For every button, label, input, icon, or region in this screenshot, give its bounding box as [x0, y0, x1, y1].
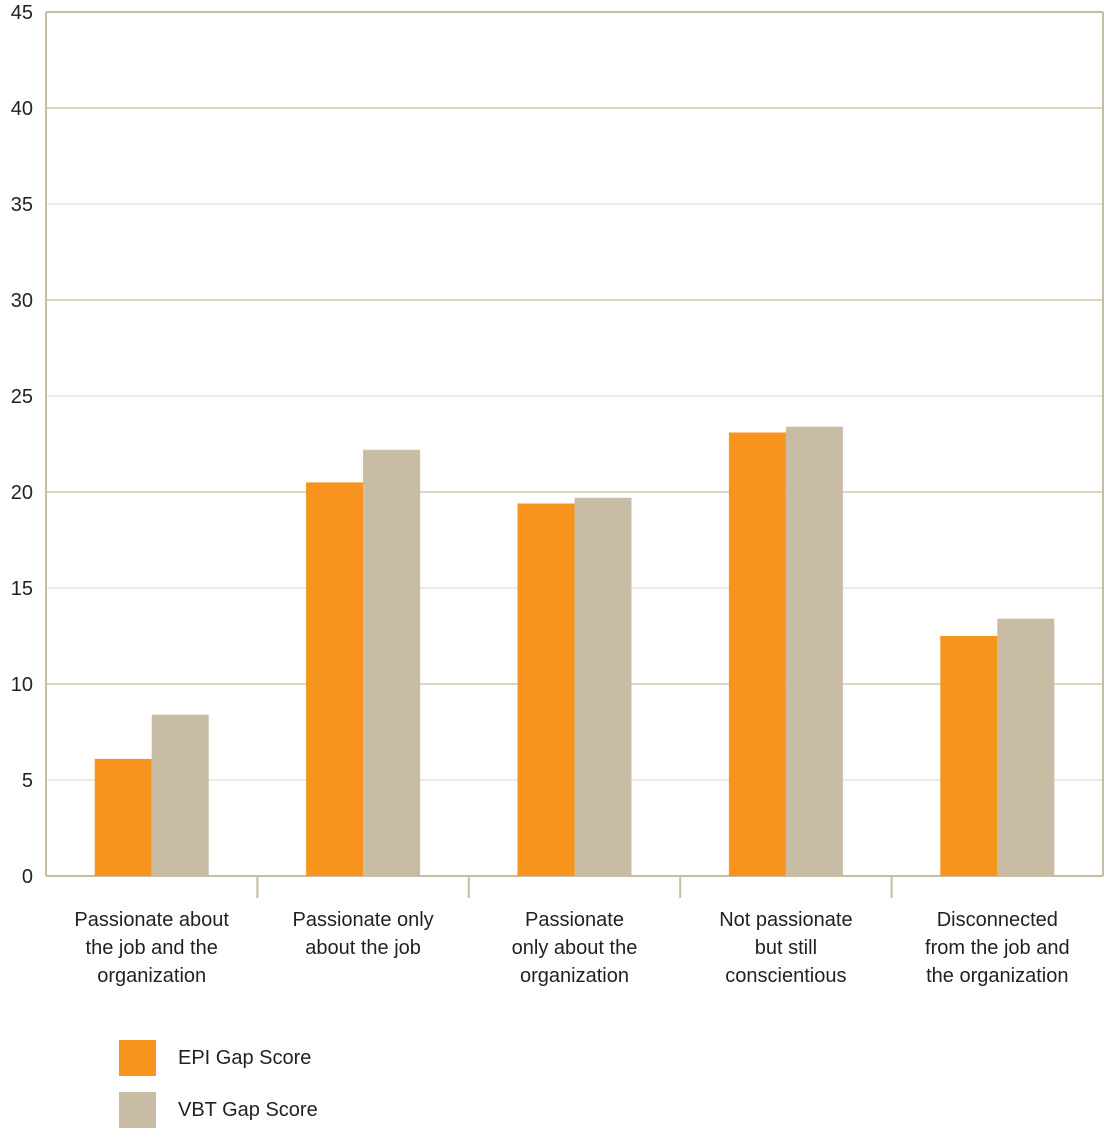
x-category-label-line: Passionate [525, 909, 624, 931]
x-axis-labels: Passionate about the job and the organizat… [74, 909, 1069, 987]
bar-vbt-4 [997, 618, 1055, 876]
x-category-label: Not passionate but still conscientious [719, 909, 852, 987]
x-category-label-line: conscientious [725, 965, 846, 987]
bar-chart: 0 5 10 15 20 25 30 35 40 45 Passionate about the j… [11, 2, 1104, 987]
grid-lines [46, 107, 1103, 781]
legend: EPI Gap Score VBT Gap Score [119, 1040, 318, 1144]
y-tick-label: 0 [22, 866, 33, 888]
x-category-label-line: organization [97, 965, 206, 987]
bar-epi-4 [940, 636, 998, 876]
y-tick-label: 30 [11, 290, 33, 312]
legend-swatch-epi [119, 1040, 156, 1076]
legend-item-epi: EPI Gap Score [119, 1040, 318, 1076]
legend-swatch-vbt [119, 1092, 156, 1128]
x-category-label-line: Not passionate [719, 909, 852, 931]
x-category-label-line: only about the [512, 937, 638, 959]
y-tick-label: 35 [11, 194, 33, 216]
x-category-label: Passionate about the job and the organizat… [74, 909, 229, 987]
bars [94, 426, 1055, 876]
y-tick-label: 15 [11, 578, 33, 600]
bar-epi-0 [94, 758, 152, 876]
y-tick-label: 25 [11, 386, 33, 408]
x-axis-ticks [256, 876, 893, 898]
bar-vbt-3 [785, 426, 843, 876]
y-tick-label: 5 [22, 770, 33, 792]
x-category-label-line: organization [520, 965, 629, 987]
y-tick-label: 45 [11, 2, 33, 24]
legend-label-vbt: VBT Gap Score [178, 1098, 318, 1121]
y-axis-ticks: 0 5 10 15 20 25 30 35 40 45 [11, 2, 33, 888]
x-category-label-line: from the job and [925, 937, 1070, 959]
x-category-label-line: the organization [926, 965, 1068, 987]
y-tick-label: 20 [11, 482, 33, 504]
x-category-label-line: Disconnected [937, 909, 1058, 931]
x-category-label: Passionate only about the job [292, 909, 433, 959]
x-category-label: Disconnected from the job and the organiza… [925, 909, 1070, 987]
bar-vbt-0 [151, 714, 209, 876]
y-tick-label: 10 [11, 674, 33, 696]
bar-epi-1 [306, 482, 364, 876]
bar-epi-3 [728, 432, 786, 876]
x-category-label-line: Passionate only [292, 909, 433, 931]
x-category-label-line: Passionate about [74, 909, 229, 931]
bar-vbt-2 [574, 497, 632, 876]
y-tick-label: 40 [11, 98, 33, 120]
x-category-label-line: the job and the [86, 937, 218, 959]
bar-vbt-1 [363, 449, 421, 876]
x-category-label-line: about the job [305, 937, 421, 959]
x-category-label-line: but still [755, 937, 817, 959]
x-category-label: Passionate only about the organization [512, 909, 638, 987]
legend-item-vbt: VBT Gap Score [119, 1092, 318, 1128]
bar-epi-2 [517, 503, 575, 876]
legend-label-epi: EPI Gap Score [178, 1046, 312, 1069]
